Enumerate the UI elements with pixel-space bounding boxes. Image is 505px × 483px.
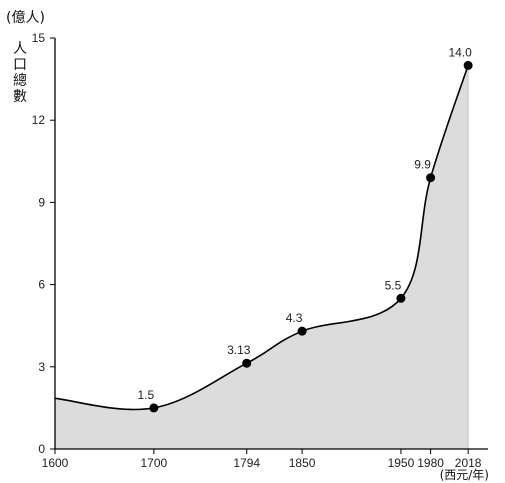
y-tick-label: 3 (38, 360, 45, 374)
axis-layer (54, 38, 488, 450)
data-label: 5.5 (385, 278, 402, 292)
data-label: 3.13 (227, 343, 251, 357)
data-point (396, 293, 406, 303)
x-tick-label: 2018 (455, 456, 482, 470)
x-tick-label: 1850 (289, 456, 316, 470)
y-tick-label: 6 (38, 278, 45, 292)
x-tick-label: 1700 (140, 456, 167, 470)
y-tick-label: 12 (32, 113, 46, 127)
y-axis-title-char: 總 (13, 72, 27, 89)
y-axis-title-char: 人 (13, 41, 27, 57)
x-unit-label: (西元/年) (440, 468, 489, 482)
y-ticks: 0 3 6 9 12 15 (32, 31, 55, 456)
data-label: 1.5 (137, 388, 154, 402)
area-fill (55, 65, 469, 450)
data-point (242, 358, 252, 368)
x-tick-label: 1950 (388, 456, 415, 470)
data-label: 9.9 (414, 158, 431, 172)
y-tick-label: 15 (32, 31, 46, 45)
data-points: 1.5 3.13 4.3 5.5 9.9 14.0 (137, 45, 473, 413)
data-label: 14.0 (448, 45, 472, 59)
x-tick-label: 1794 (233, 456, 260, 470)
data-point (297, 326, 307, 336)
data-label: 4.3 (286, 311, 303, 325)
x-tick-label: 1600 (42, 456, 69, 470)
data-point (149, 403, 159, 413)
y-tick-label: 9 (38, 195, 45, 209)
area-layer (55, 65, 469, 450)
y-tick-label: 0 (38, 442, 45, 456)
y-axis-title-char: 口 (13, 57, 27, 73)
y-axis-title-char: 數 (13, 89, 27, 105)
x-ticks: 1600 1700 1794 1850 1950 1980 2018 (42, 449, 482, 470)
data-point (463, 60, 473, 70)
data-point (426, 173, 436, 183)
y-unit-label: (億人) (6, 10, 45, 26)
x-tick-label: 1980 (417, 456, 444, 470)
